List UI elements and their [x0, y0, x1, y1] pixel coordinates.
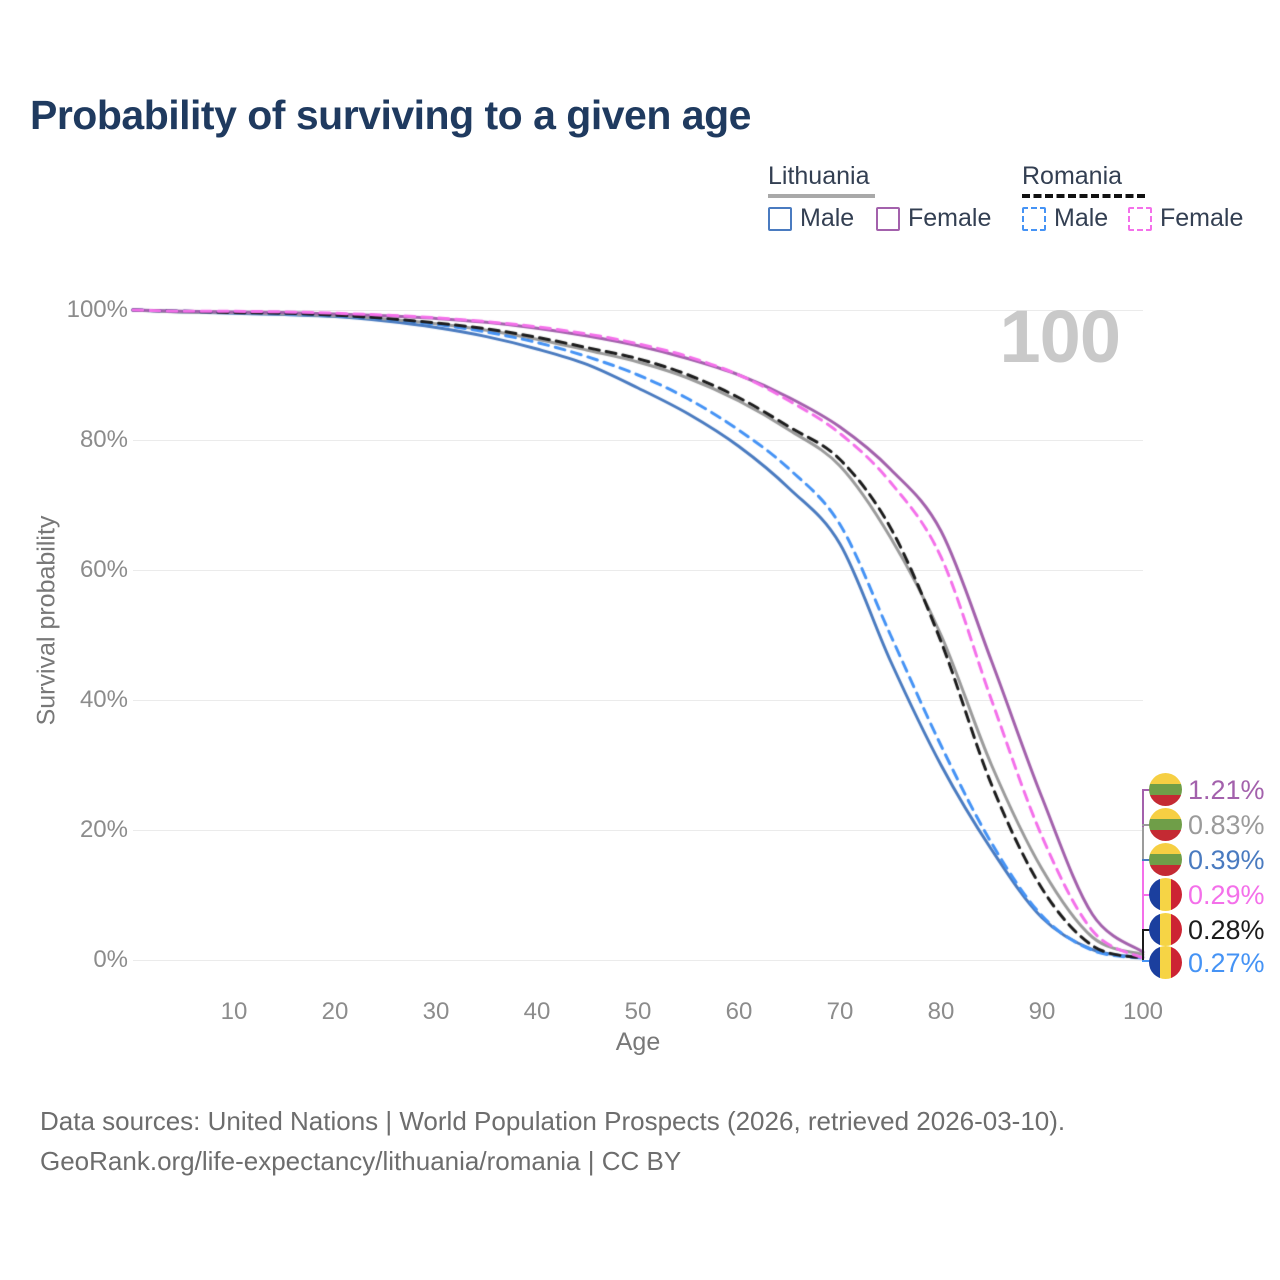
end-value-lithuania-male: 0.39%: [1188, 845, 1265, 875]
end-value-romania-male: 0.27%: [1188, 948, 1265, 978]
leader-tick-lithuania-male: [1142, 859, 1152, 861]
end-value-lithuania-total: 0.83%: [1188, 810, 1265, 840]
romania-flag-icon: [1149, 913, 1182, 946]
leader-tick-romania-female: [1142, 894, 1152, 896]
leader-tick-lithuania-total: [1142, 824, 1152, 826]
leader-line-lithuania-female: [1142, 791, 1144, 827]
data-sources-text: Data sources: United Nations | World Pop…: [40, 1106, 1066, 1136]
leader-tick-romania-total: [1142, 929, 1152, 931]
romania-flag-icon: [1149, 878, 1182, 911]
lithuania-flag-icon: [1149, 843, 1182, 876]
leader-line-romania-total: [1142, 930, 1144, 962]
leader-tick-romania-male: [1142, 960, 1152, 962]
lithuania-flag-icon: [1149, 808, 1182, 841]
attribution-link-text: GeoRank.org/life-expectancy/lithuania/ro…: [40, 1146, 682, 1176]
romania-flag-icon: [1149, 946, 1182, 979]
lithuania-flag-icon: [1149, 773, 1182, 806]
end-value-romania-female: 0.29%: [1188, 880, 1265, 910]
end-value-lithuania-female: 1.21%: [1188, 775, 1265, 805]
end-value-romania-total: 0.28%: [1188, 915, 1265, 945]
leader-line-lithuania-total: [1142, 827, 1144, 860]
leader-tick-lithuania-female: [1142, 789, 1152, 791]
